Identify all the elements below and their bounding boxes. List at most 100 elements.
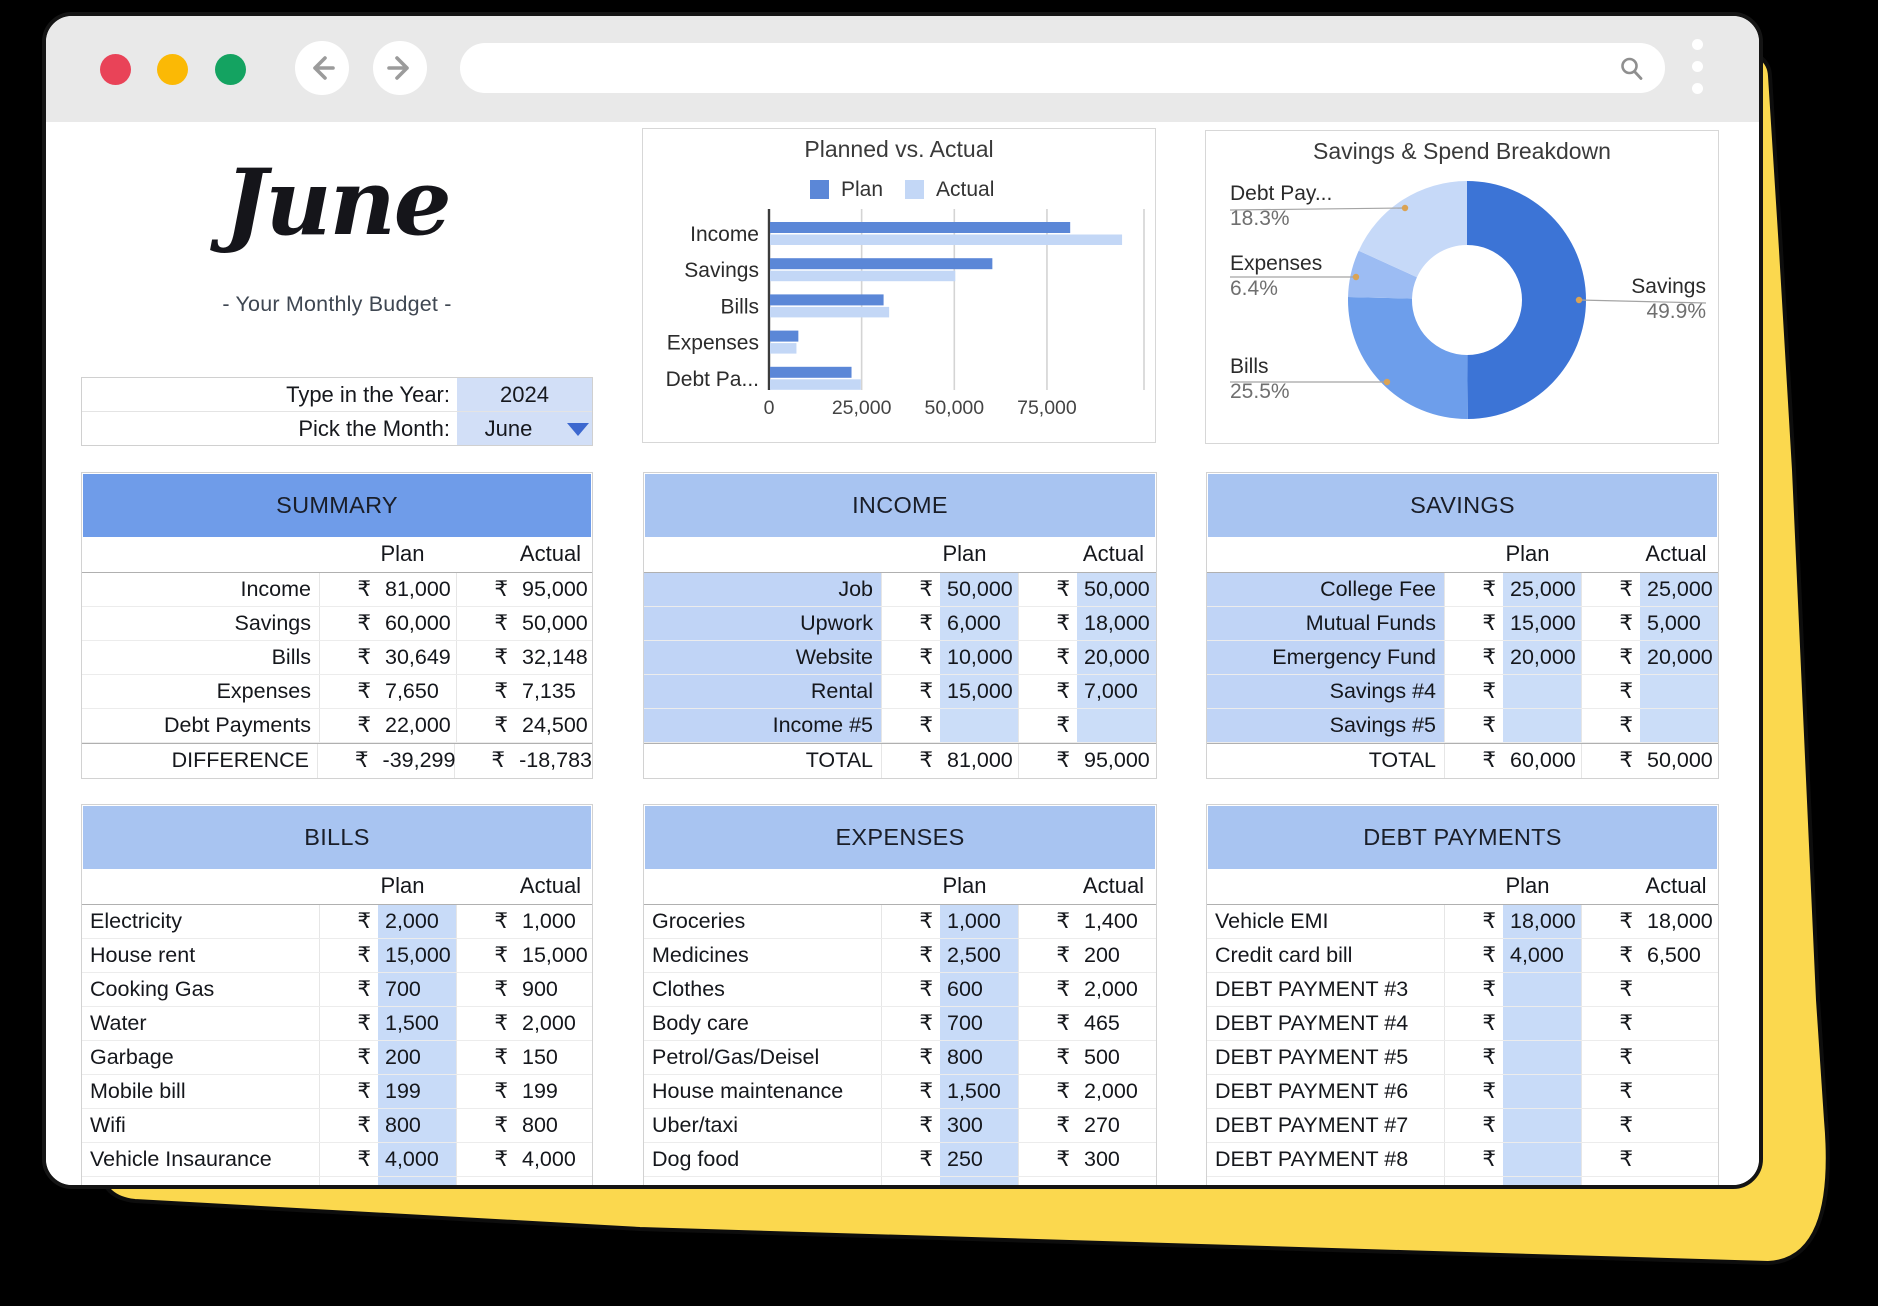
svg-text:Debt Pa...: Debt Pa... xyxy=(666,368,759,391)
bills-table: BILLS Plan Actual Electricity ₹2,000 ₹1,000 Ho… xyxy=(81,804,593,1185)
sheet-content: June - Your Monthly Budget - Type in the… xyxy=(46,122,1759,1185)
year-month-selector: Type in the Year: 2024 Pick the Month: J… xyxy=(81,377,593,446)
back-button[interactable] xyxy=(295,41,349,95)
menu-dot xyxy=(1692,61,1703,72)
donut-label-bills: Bills 25.5% xyxy=(1230,355,1290,403)
table-row: Upwork ₹6,000 ₹18,000 xyxy=(644,607,1156,641)
table-row: DEBT PAYMENT #5 ₹ ₹ xyxy=(1207,1041,1718,1075)
plan-column-header: Plan xyxy=(942,541,987,566)
table-empty-row xyxy=(1207,1177,1718,1185)
table-row: Savings #4 ₹ ₹ xyxy=(1207,675,1718,709)
legend-label-plan: Plan xyxy=(841,178,884,201)
table-row: College Fee ₹25,000 ₹25,000 xyxy=(1207,573,1718,607)
svg-text:0: 0 xyxy=(764,397,775,419)
bar-chart-title: Planned vs. Actual xyxy=(804,136,994,162)
traffic-light-close-button[interactable] xyxy=(100,54,131,85)
plan-column-header: Plan xyxy=(1505,541,1550,566)
month-dropdown-caret-icon xyxy=(567,423,589,436)
table-row: Body care ₹700 ₹465 xyxy=(644,1007,1156,1041)
table-row: Website ₹10,000 ₹20,000 xyxy=(644,641,1156,675)
traffic-light-zoom-button[interactable] xyxy=(215,54,246,85)
legend-swatch-plan xyxy=(810,180,829,199)
table-row: Debt Payments ₹22,000 ₹24,500 xyxy=(82,709,592,743)
month-label: Pick the Month: xyxy=(298,416,450,441)
actual-column-header: Actual xyxy=(1645,873,1707,898)
table-footer-row: TOTAL ₹81,000 ₹95,000 xyxy=(644,743,1156,778)
traffic-light-minimize-button[interactable] xyxy=(157,54,188,85)
donut-label-debt: Debt Pay... 18.3% xyxy=(1230,182,1333,230)
actual-column-header: Actual xyxy=(519,873,582,898)
table-row: Uber/taxi ₹300 ₹270 xyxy=(644,1109,1156,1143)
year-row: Type in the Year: 2024 xyxy=(82,378,592,412)
table-row: Medicines ₹2,500 ₹200 xyxy=(644,939,1156,973)
bar-chart-plot: Income Savings Bills Expenses Debt Pa...0 25,… xyxy=(666,209,1145,419)
actual-column-header: Actual xyxy=(1082,541,1145,566)
table-row: DEBT PAYMENT #7 ₹ ₹ xyxy=(1207,1109,1718,1143)
donut-chart-plot xyxy=(1229,181,1707,419)
table-title: SAVINGS xyxy=(1208,474,1717,537)
plan-column-header: Plan xyxy=(380,873,425,898)
menu-dots-button[interactable] xyxy=(1692,39,1704,105)
svg-text:75,000: 75,000 xyxy=(1017,397,1077,419)
url-bar[interactable] xyxy=(460,43,1665,93)
table-row: Mutual Funds ₹15,000 ₹5,000 xyxy=(1207,607,1718,641)
planned-vs-actual-chart: Planned vs. Actual Plan Actual Income Sav… xyxy=(642,128,1156,443)
month-dropdown-value: June xyxy=(484,416,533,441)
menu-dot xyxy=(1692,83,1703,94)
table-row: DEBT PAYMENT #3 ₹ ₹ xyxy=(1207,973,1718,1007)
table-row: Electricity ₹2,000 ₹1,000 xyxy=(82,905,592,939)
month-title: June xyxy=(224,150,451,256)
table-row: Rental ₹15,000 ₹7,000 xyxy=(644,675,1156,709)
svg-text:Bills: Bills xyxy=(720,295,759,318)
table-row: DEBT PAYMENT #4 ₹ ₹ xyxy=(1207,1007,1718,1041)
table-row: Expenses ₹7,650 ₹7,135 xyxy=(82,675,592,709)
actual-column-header: Actual xyxy=(519,541,582,566)
table-row: Vehicle Insaurance ₹4,000 ₹4,000 xyxy=(82,1143,592,1177)
browser-toolbar xyxy=(46,16,1759,122)
plan-column-header: Plan xyxy=(1505,873,1550,898)
menu-dot xyxy=(1692,39,1703,50)
debt-payments-table: DEBT PAYMENTS Plan Actual Vehicle EMI ₹18,00… xyxy=(1206,804,1719,1185)
income-table: INCOME Plan Actual Job ₹50,000 ₹50,000 Upwork ₹… xyxy=(643,472,1157,779)
table-row: Income ₹81,000 ₹95,000 xyxy=(82,573,592,607)
table-row: Savings ₹60,000 ₹50,000 xyxy=(82,607,592,641)
table-row: Dog food ₹250 ₹300 xyxy=(644,1143,1156,1177)
table-title: INCOME xyxy=(645,474,1155,537)
table-empty-row xyxy=(82,1177,592,1185)
table-title: EXPENSES xyxy=(645,806,1155,869)
donut-chart-title: Savings & Spend Breakdown xyxy=(1313,138,1611,164)
svg-text:25,000: 25,000 xyxy=(832,397,892,419)
table-title: BILLS xyxy=(83,806,591,869)
plan-column-header: Plan xyxy=(942,873,987,898)
legend-label-actual: Actual xyxy=(936,178,995,201)
svg-text:Savings: Savings xyxy=(684,259,759,282)
svg-text:Expenses: Expenses xyxy=(667,332,759,355)
bar-chart-legend: Plan Actual xyxy=(643,178,1155,206)
table-row: Income #5 ₹ ₹ xyxy=(644,709,1156,743)
table-row: House rent ₹15,000 ₹15,000 xyxy=(82,939,592,973)
table-row: Clothes ₹600 ₹2,000 xyxy=(644,973,1156,1007)
legend-swatch-actual xyxy=(905,180,924,199)
savings-spend-donut-chart: Savings & Spend Breakdown Debt Pay... 18… xyxy=(1205,130,1719,444)
search-icon xyxy=(1621,57,1643,80)
table-row: Garbage ₹200 ₹150 xyxy=(82,1041,592,1075)
table-row: Bills ₹30,649 ₹32,148 xyxy=(82,641,592,675)
year-input[interactable]: 2024 xyxy=(457,378,592,411)
forward-arrow-icon xyxy=(387,56,409,80)
actual-column-header: Actual xyxy=(1645,541,1707,566)
table-row: DEBT PAYMENT #8 ₹ ₹ xyxy=(1207,1143,1718,1177)
table-row: Job ₹50,000 ₹50,000 xyxy=(644,573,1156,607)
table-row: Groceries ₹1,000 ₹1,400 xyxy=(644,905,1156,939)
table-footer-row: DIFFERENCE ₹ -39,299 ₹ -18,783 xyxy=(82,743,592,778)
back-arrow-icon xyxy=(313,56,335,80)
month-dropdown[interactable]: June xyxy=(457,412,592,445)
table-title: DEBT PAYMENTS xyxy=(1208,806,1717,869)
year-label: Type in the Year: xyxy=(286,382,450,407)
plan-column-header: Plan xyxy=(380,541,425,566)
forward-button[interactable] xyxy=(373,41,427,95)
table-row: Cooking Gas ₹700 ₹900 xyxy=(82,973,592,1007)
svg-text:Income: Income xyxy=(690,223,759,246)
actual-column-header: Actual xyxy=(1082,873,1145,898)
table-row: Emergency Fund ₹20,000 ₹20,000 xyxy=(1207,641,1718,675)
